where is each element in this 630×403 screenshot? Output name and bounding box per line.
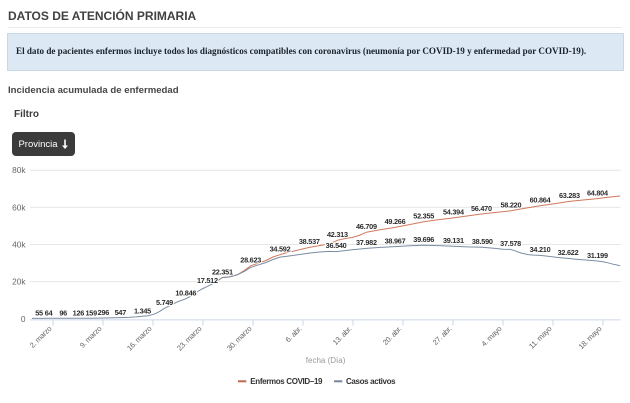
svg-text:30. marzo: 30. marzo bbox=[225, 324, 253, 352]
svg-text:159: 159 bbox=[85, 309, 97, 318]
svg-text:38.967: 38.967 bbox=[385, 236, 406, 245]
svg-text:28.623: 28.623 bbox=[240, 256, 261, 265]
svg-text:52.355: 52.355 bbox=[413, 212, 434, 221]
svg-text:23. marzo: 23. marzo bbox=[175, 324, 203, 352]
svg-text:9. marzo: 9. marzo bbox=[78, 324, 104, 350]
svg-text:49.266: 49.266 bbox=[385, 217, 406, 226]
svg-text:547: 547 bbox=[115, 308, 127, 317]
svg-text:38.590: 38.590 bbox=[472, 237, 493, 246]
svg-text:4. mayo: 4. mayo bbox=[479, 324, 503, 348]
svg-text:27. abr.: 27. abr. bbox=[431, 324, 454, 347]
svg-text:40k: 40k bbox=[12, 239, 26, 249]
svg-text:58.220: 58.220 bbox=[500, 201, 521, 210]
svg-text:34.592: 34.592 bbox=[270, 245, 291, 254]
svg-text:5.749: 5.749 bbox=[156, 298, 173, 307]
svg-text:11. mayo: 11. mayo bbox=[527, 324, 553, 350]
svg-text:37.982: 37.982 bbox=[356, 238, 377, 247]
svg-text:18. mayo: 18. mayo bbox=[577, 324, 604, 351]
svg-text:0: 0 bbox=[21, 314, 26, 324]
svg-text:42.313: 42.313 bbox=[327, 230, 348, 239]
svg-text:54.394: 54.394 bbox=[443, 208, 465, 217]
svg-text:39.696: 39.696 bbox=[413, 235, 434, 244]
svg-text:Casos activos: Casos activos bbox=[346, 377, 396, 386]
svg-text:56.470: 56.470 bbox=[471, 204, 492, 213]
svg-text:64: 64 bbox=[45, 309, 54, 318]
svg-text:64.804: 64.804 bbox=[587, 188, 609, 197]
svg-text:20. abr.: 20. abr. bbox=[381, 324, 404, 347]
svg-text:96: 96 bbox=[59, 309, 67, 318]
svg-text:55: 55 bbox=[35, 309, 43, 318]
svg-text:38.537: 38.537 bbox=[299, 237, 320, 246]
svg-text:31.199: 31.199 bbox=[587, 251, 608, 260]
svg-text:1.345: 1.345 bbox=[134, 306, 151, 315]
svg-text:126: 126 bbox=[73, 309, 85, 318]
svg-text:13. abr.: 13. abr. bbox=[331, 324, 354, 347]
svg-text:46.709: 46.709 bbox=[356, 222, 377, 231]
svg-text:63.283: 63.283 bbox=[559, 191, 580, 200]
svg-text:16. marzo: 16. marzo bbox=[125, 324, 153, 352]
svg-text:20k: 20k bbox=[12, 277, 26, 287]
svg-text:6. abr.: 6. abr. bbox=[284, 324, 304, 344]
svg-text:296: 296 bbox=[98, 308, 110, 317]
svg-text:60k: 60k bbox=[12, 202, 26, 212]
svg-text:32.622: 32.622 bbox=[558, 248, 579, 257]
svg-text:80k: 80k bbox=[12, 165, 26, 175]
svg-text:10.846: 10.846 bbox=[175, 289, 196, 298]
svg-text:fecha (Día): fecha (Día) bbox=[306, 356, 346, 365]
svg-text:17.512: 17.512 bbox=[197, 276, 218, 285]
svg-text:37.578: 37.578 bbox=[500, 239, 521, 248]
svg-text:34.210: 34.210 bbox=[530, 245, 551, 254]
svg-text:22.351: 22.351 bbox=[212, 267, 233, 276]
svg-text:60.864: 60.864 bbox=[530, 196, 552, 205]
svg-text:39.131: 39.131 bbox=[443, 236, 464, 245]
svg-text:36.540: 36.540 bbox=[326, 241, 347, 250]
svg-text:2. marzo: 2. marzo bbox=[28, 324, 54, 350]
svg-text:Enfermos COVID–19: Enfermos COVID–19 bbox=[250, 377, 323, 386]
